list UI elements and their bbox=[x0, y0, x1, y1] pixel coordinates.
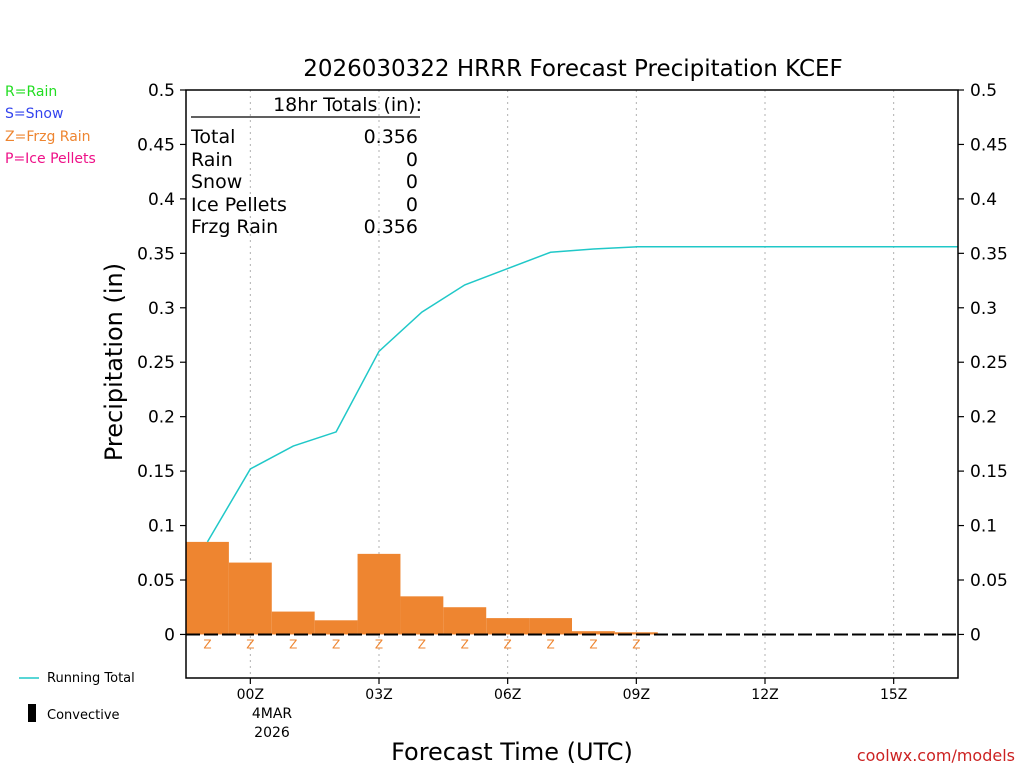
chart-title: 2026030322 HRRR Forecast Precipitation K… bbox=[303, 56, 843, 82]
ptype-marker-hour-7: Z bbox=[546, 637, 554, 651]
bar-hour-9 bbox=[614, 632, 658, 635]
y-tick-label-right-0.5: 0.5 bbox=[970, 81, 997, 101]
y-tick-label-right-0.3: 0.3 bbox=[970, 299, 997, 319]
bar-hour-6 bbox=[486, 618, 530, 635]
totals-value-rain: 0 bbox=[406, 149, 418, 171]
x-axis-label: Forecast Time (UTC) bbox=[391, 738, 633, 766]
totals-label-snow: Snow bbox=[191, 171, 242, 193]
x-tick-label-09Z: 09Z bbox=[623, 687, 650, 703]
y-axes: 0 00.05 0.050.1 0.10.15 0.150.2 0.20.25 0.250.… bbox=[137, 81, 1008, 645]
running-total-legend-label: Running Total bbox=[47, 671, 135, 686]
totals-label-total: Total bbox=[190, 126, 235, 148]
ptype-marker-hour-4: Z bbox=[418, 637, 426, 651]
x-tick-label-12Z: 12Z bbox=[751, 687, 778, 703]
running-total-line bbox=[206, 246, 958, 543]
bar-hour-7 bbox=[529, 618, 572, 635]
credit-text: coolwx.com/models bbox=[857, 746, 1015, 765]
y-tick-label-left-0.1: 0.1 bbox=[148, 517, 175, 537]
totals-label-ice-pellets: Ice Pellets bbox=[191, 194, 287, 216]
y-tick-label-left-0.35: 0.35 bbox=[137, 244, 175, 264]
y-tick-label-left-0.4: 0.4 bbox=[148, 190, 175, 210]
y-tick-label-left-0.05: 0.05 bbox=[137, 571, 175, 591]
x-axis: 00Z 03Z 06Z 09Z 12Z 15Z bbox=[237, 678, 907, 703]
x-tick-label-06Z: 06Z bbox=[494, 687, 521, 703]
legend-ice-pellets: P=Ice Pellets bbox=[5, 151, 96, 167]
y-tick-label-left-0.15: 0.15 bbox=[137, 462, 175, 482]
legend-snow: S=Snow bbox=[5, 106, 63, 122]
convective-swatch bbox=[28, 704, 36, 722]
y-tick-label-right-0.05: 0.05 bbox=[970, 571, 1008, 591]
y-tick-label-left-0.3: 0.3 bbox=[148, 299, 175, 319]
y-tick-label-right-0.2: 0.2 bbox=[970, 408, 997, 428]
bars bbox=[186, 541, 958, 636]
ptype-marker-hour-0: Z bbox=[246, 637, 254, 651]
grid-lines bbox=[249, 90, 895, 678]
totals-label-frzg-rain: Frzg Rain bbox=[191, 216, 278, 238]
totals-value-ice-pellets: 0 bbox=[406, 194, 418, 216]
x-tick-label-00Z: 00Z bbox=[237, 687, 264, 703]
ptype-marker-hour-5: Z bbox=[461, 637, 469, 651]
bar-hour-3 bbox=[357, 553, 401, 635]
y-tick-label-left-0.45: 0.45 bbox=[137, 135, 175, 155]
y-axis-label: Precipitation (in) bbox=[100, 263, 128, 461]
running-total-line-layer bbox=[206, 246, 958, 543]
legend-frzg-rain: Z=Frzg Rain bbox=[5, 129, 91, 145]
totals-value-frzg-rain: 0.356 bbox=[364, 216, 418, 238]
bar-hour--1 bbox=[186, 541, 229, 635]
date-label-year: 2026 bbox=[254, 725, 290, 741]
ptype-marker-hour--1: Z bbox=[203, 637, 211, 651]
x-tick-label-15Z: 15Z bbox=[880, 687, 907, 703]
totals-label-rain: Rain bbox=[191, 149, 233, 171]
bar-hour-5 bbox=[443, 607, 487, 635]
ptype-marker-hour-6: Z bbox=[504, 637, 512, 651]
x-tick-label-03Z: 03Z bbox=[365, 687, 392, 703]
y-tick-label-right-0.25: 0.25 bbox=[970, 353, 1008, 373]
y-tick-label-right-0.45: 0.45 bbox=[970, 135, 1008, 155]
ptype-marker-hour-3: Z bbox=[375, 637, 383, 651]
y-tick-label-left-0.5: 0.5 bbox=[148, 81, 175, 101]
bar-hour-1 bbox=[271, 611, 315, 635]
bar-hour-8 bbox=[572, 631, 615, 635]
date-label-month: 4MAR bbox=[252, 706, 293, 722]
bar-hour-4 bbox=[400, 596, 444, 635]
ptype-legend: R=Rain S=Snow Z=Frzg Rain P=Ice Pellets bbox=[5, 84, 96, 167]
totals-header: 18hr Totals (in): bbox=[273, 94, 422, 116]
y-tick-label-right-0.1: 0.1 bbox=[970, 517, 997, 537]
ptype-marker-hour-2: Z bbox=[332, 637, 340, 651]
y-tick-label-right-0: 0 bbox=[970, 625, 981, 645]
convective-legend-label: Convective bbox=[47, 708, 120, 723]
bar-hour-0 bbox=[228, 562, 272, 635]
bottom-legend: Running Total Convective bbox=[19, 671, 135, 723]
ptype-marker-hour-8: Z bbox=[589, 637, 597, 651]
totals-value-total: 0.356 bbox=[364, 126, 418, 148]
plot-frame bbox=[185, 89, 959, 679]
ptype-marker-hour-9: Z bbox=[632, 637, 640, 651]
ptype-marker-hour-1: Z bbox=[289, 637, 297, 651]
totals-box: 18hr Totals (in): Total 0.356 Rain 0 Sno… bbox=[190, 94, 422, 238]
y-tick-label-left-0: 0 bbox=[164, 625, 175, 645]
y-tick-label-right-0.15: 0.15 bbox=[970, 462, 1008, 482]
y-tick-label-right-0.4: 0.4 bbox=[970, 190, 997, 210]
totals-value-snow: 0 bbox=[406, 171, 418, 193]
y-tick-label-right-0.35: 0.35 bbox=[970, 244, 1008, 264]
legend-rain: R=Rain bbox=[5, 84, 57, 100]
bar-hour-2 bbox=[314, 620, 358, 635]
y-tick-label-left-0.25: 0.25 bbox=[137, 353, 175, 373]
y-tick-label-left-0.2: 0.2 bbox=[148, 408, 175, 428]
